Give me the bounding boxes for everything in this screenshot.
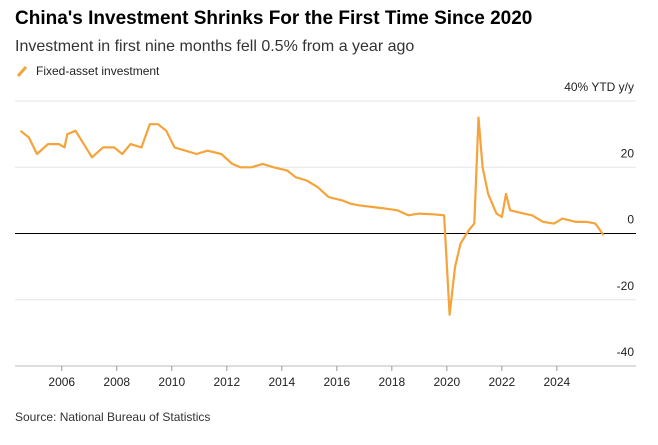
x-tick-label: 2022 <box>489 375 516 389</box>
y-tick-label: 40% YTD y/y <box>564 80 634 94</box>
x-tick-label: 2006 <box>48 375 75 389</box>
x-tick-label: 2012 <box>213 375 240 389</box>
x-tick-label: 2016 <box>323 375 350 389</box>
y-tick-label: -40 <box>617 345 635 359</box>
x-tick-label: 2018 <box>378 375 405 389</box>
chart-title: China's Investment Shrinks For the First… <box>15 8 532 29</box>
chart-subtitle: Investment in first nine months fell 0.5… <box>15 38 414 55</box>
source: Source: National Bureau of Statistics <box>15 410 210 424</box>
x-tick-label: 2008 <box>103 375 130 389</box>
x-tick-label: 2010 <box>158 375 185 389</box>
legend-label: Fixed-asset investment <box>36 64 160 78</box>
y-tick-label: 20 <box>621 146 635 160</box>
y-tick-label: 0 <box>627 213 634 227</box>
x-tick-label: 2024 <box>544 375 571 389</box>
legend-swatch <box>16 66 28 77</box>
x-tick-label: 2020 <box>433 375 460 389</box>
data-line <box>19 116 605 316</box>
y-tick-label: -20 <box>617 279 635 293</box>
x-tick-label: 2014 <box>268 375 295 389</box>
